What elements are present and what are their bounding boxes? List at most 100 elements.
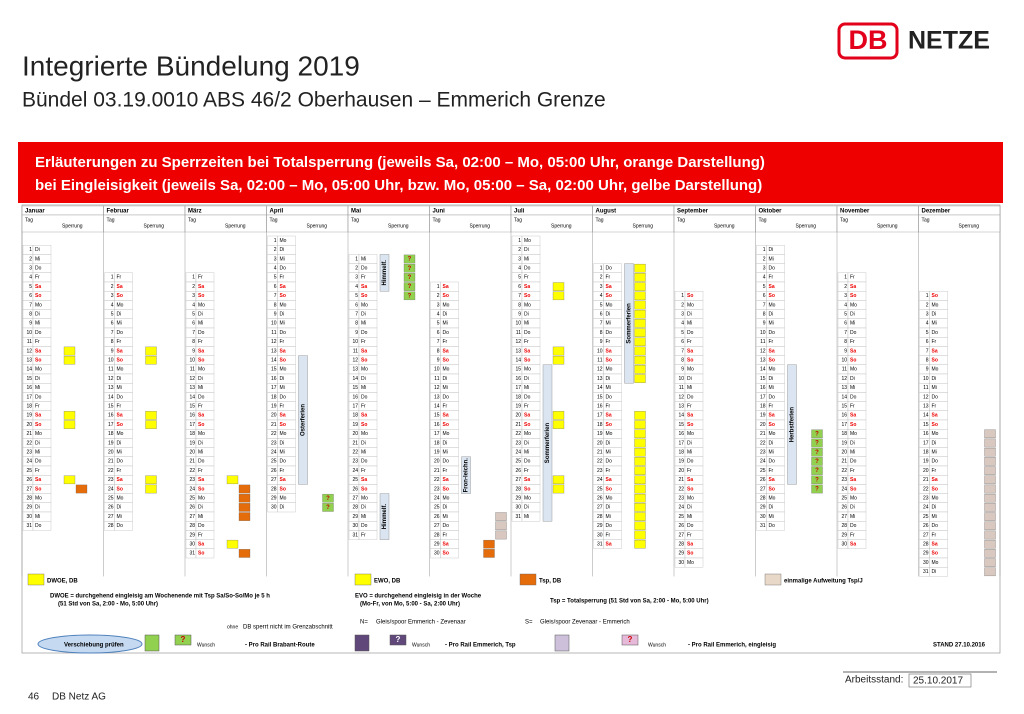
weekday: Mo: [198, 302, 205, 308]
weekday: Fr: [524, 339, 529, 345]
day-number: 12: [841, 376, 847, 382]
day-number: 26: [923, 523, 929, 529]
day-number: 7: [681, 348, 684, 354]
ohne-text: DB sperrt nicht im Grenzabschnitt: [243, 625, 333, 631]
weekday: Do: [769, 523, 776, 529]
weekday: Mi: [280, 256, 285, 262]
weekday: Fr: [35, 339, 40, 345]
sperr-mark: [552, 282, 565, 291]
day-number: 19: [841, 440, 847, 446]
sperrung-label: Sperrung: [225, 223, 246, 229]
weekday: Di: [198, 376, 203, 382]
n-label: N=: [360, 620, 368, 626]
day-number: 25: [189, 496, 195, 502]
day-number: 17: [597, 413, 603, 419]
day-number: 16: [841, 413, 847, 419]
day-number: 17: [26, 394, 32, 400]
day-number: 12: [923, 394, 929, 400]
weekday: Do: [280, 266, 287, 272]
banner-line: bei Eingleisigkeit (jeweils Sa, 02:00 – …: [35, 177, 762, 194]
day-number: 23: [923, 496, 929, 502]
weekday: Mo: [850, 302, 857, 308]
weekday: Sa: [443, 542, 449, 548]
day-number: 28: [189, 523, 195, 529]
day-number: 11: [679, 385, 684, 391]
weekday: Mo: [280, 238, 287, 244]
weekday: Sa: [524, 413, 530, 419]
day-number: 6: [600, 312, 603, 318]
weekday-cell: [195, 548, 215, 559]
weekday: Di: [117, 440, 122, 446]
day-number: 14: [678, 413, 684, 419]
weekday: Di: [35, 505, 40, 511]
weekday: So: [443, 358, 449, 364]
weekday-cell: [766, 521, 785, 531]
day-number: 11: [27, 339, 32, 345]
sperr-mark: [634, 493, 646, 503]
sperr-mark: [634, 457, 646, 466]
day-number: 30: [841, 542, 847, 548]
weekday: Mo: [687, 496, 694, 502]
legend-label: Tsp, DB: [539, 579, 562, 585]
question-mark: ?: [408, 284, 412, 290]
day-number: 22: [515, 431, 521, 437]
weekday: Sa: [361, 477, 367, 483]
weekday: Do: [280, 394, 287, 400]
weekday: Fr: [687, 532, 692, 538]
day-number: 3: [274, 256, 277, 262]
weekday: Sa: [198, 413, 204, 419]
day-number: 29: [923, 551, 929, 557]
weekday: Sa: [606, 477, 612, 483]
weekday: Fr: [443, 339, 448, 345]
weekday: So: [687, 551, 693, 557]
day-number: 15: [26, 376, 32, 382]
weekday: Fr: [769, 275, 774, 281]
weekday: So: [524, 422, 530, 428]
day-number: 12: [760, 348, 766, 354]
weekday: Mi: [35, 514, 40, 520]
day-number: 24: [678, 505, 684, 511]
weekday: Mi: [769, 514, 774, 520]
day-number: 27: [352, 496, 358, 502]
day-number: 14: [760, 367, 766, 373]
sperr-mark: [634, 420, 646, 429]
day-number: 17: [189, 422, 195, 428]
day-number: 13: [352, 367, 358, 373]
weekday: Do: [606, 459, 613, 465]
vertical-label-box: [542, 364, 553, 522]
weekday: Do: [198, 330, 205, 336]
weekday: Do: [524, 394, 531, 400]
day-number: 22: [434, 477, 440, 483]
day-number: 21: [597, 450, 603, 456]
day-number: 17: [352, 404, 358, 410]
sperr-mark: [238, 493, 251, 503]
sperr-mark: [145, 484, 157, 494]
sperrung-label: Sperrung: [877, 223, 898, 229]
swatch: [174, 634, 192, 646]
sperrung-label: Sperrung: [959, 223, 980, 229]
weekday: So: [443, 422, 449, 428]
day-number: 2: [763, 256, 766, 262]
weekday: Do: [361, 394, 368, 400]
day-number: 20: [923, 468, 929, 474]
day-number: 9: [355, 330, 358, 336]
weekday: So: [932, 486, 938, 492]
day-number: 5: [29, 284, 32, 290]
day-number: 12: [515, 339, 521, 345]
day-number: 29: [189, 532, 195, 538]
weekday: Mo: [606, 302, 613, 308]
day-number: 15: [678, 422, 684, 428]
weekday: Sa: [443, 477, 449, 483]
q: ?: [628, 635, 633, 644]
weekday: So: [35, 486, 41, 492]
question-mark: ?: [815, 441, 819, 447]
weekday: Do: [606, 266, 613, 272]
day-number: 21: [189, 459, 195, 465]
title: Integrierte Bündelung 2019: [22, 50, 360, 81]
weekday: Mi: [850, 321, 855, 327]
weekday: Do: [524, 459, 531, 465]
day-number: 15: [760, 376, 766, 382]
day-number: 16: [515, 376, 521, 382]
weekday: Mi: [198, 321, 203, 327]
day-number: 2: [844, 284, 847, 290]
